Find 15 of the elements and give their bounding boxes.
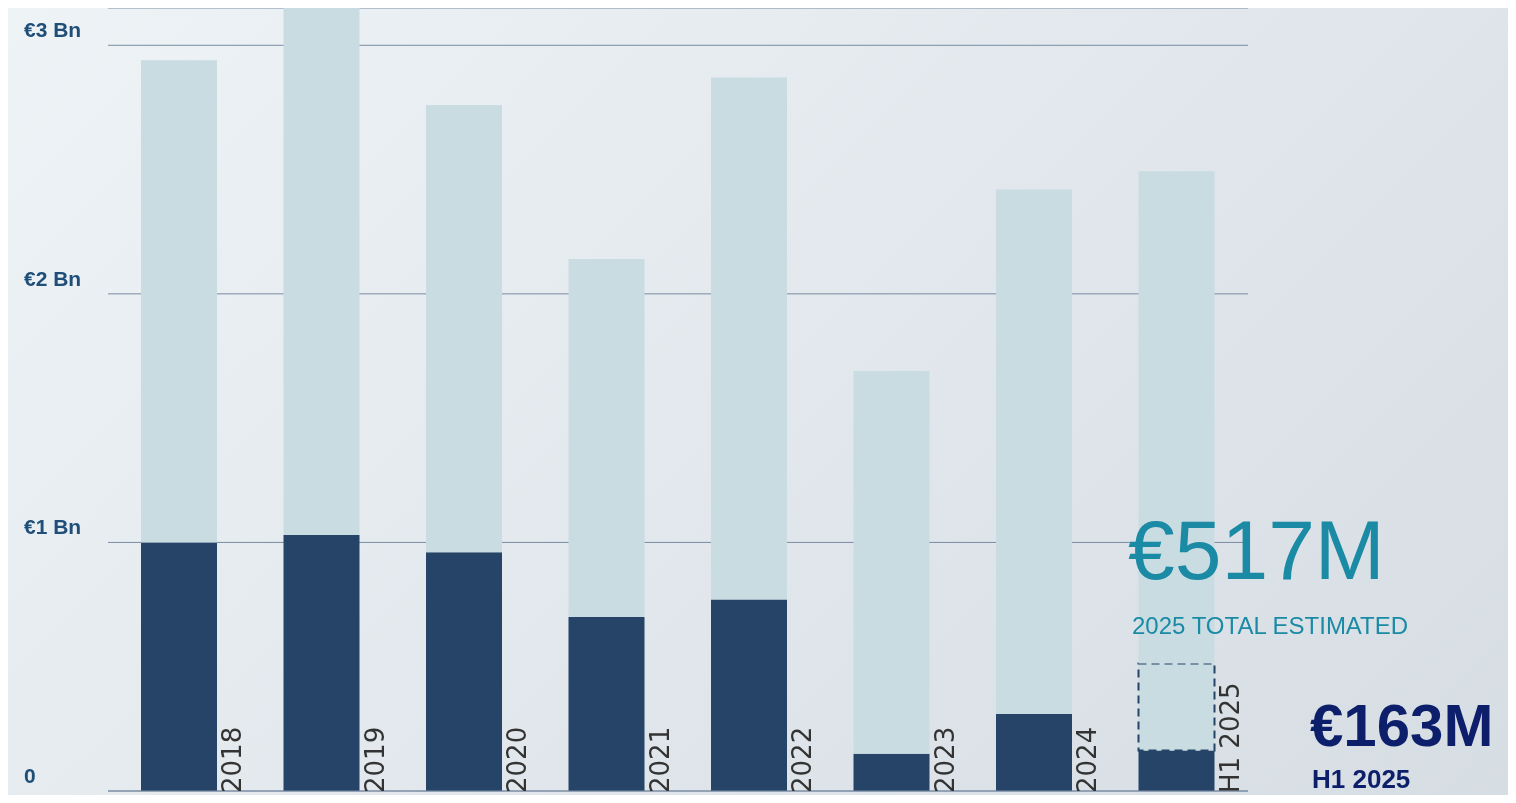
annotation: 2025 TOTAL ESTIMATED — [1132, 612, 1409, 639]
y-tick-label: €1 Bn — [24, 515, 82, 539]
text: €163M — [1310, 692, 1494, 759]
x-tick-label: 2023 — [929, 726, 960, 793]
x-tick-label: 2022 — [787, 726, 818, 793]
annotation: €517M — [1128, 503, 1385, 597]
x-tick-label: 2018 — [217, 726, 248, 793]
x-tick-label: H1 2025 — [1214, 682, 1245, 793]
y-tick-label: 0 — [24, 764, 36, 787]
x-tick-label: 2019 — [359, 726, 390, 793]
x-tick-label: 2020 — [502, 726, 533, 793]
x-tick-label: 2024 — [1072, 726, 1103, 793]
y-tick-label: €3 Bn — [24, 18, 82, 42]
y-tick-label: €2 Bn — [24, 266, 82, 290]
x-tick-label: 2021 — [644, 726, 675, 793]
